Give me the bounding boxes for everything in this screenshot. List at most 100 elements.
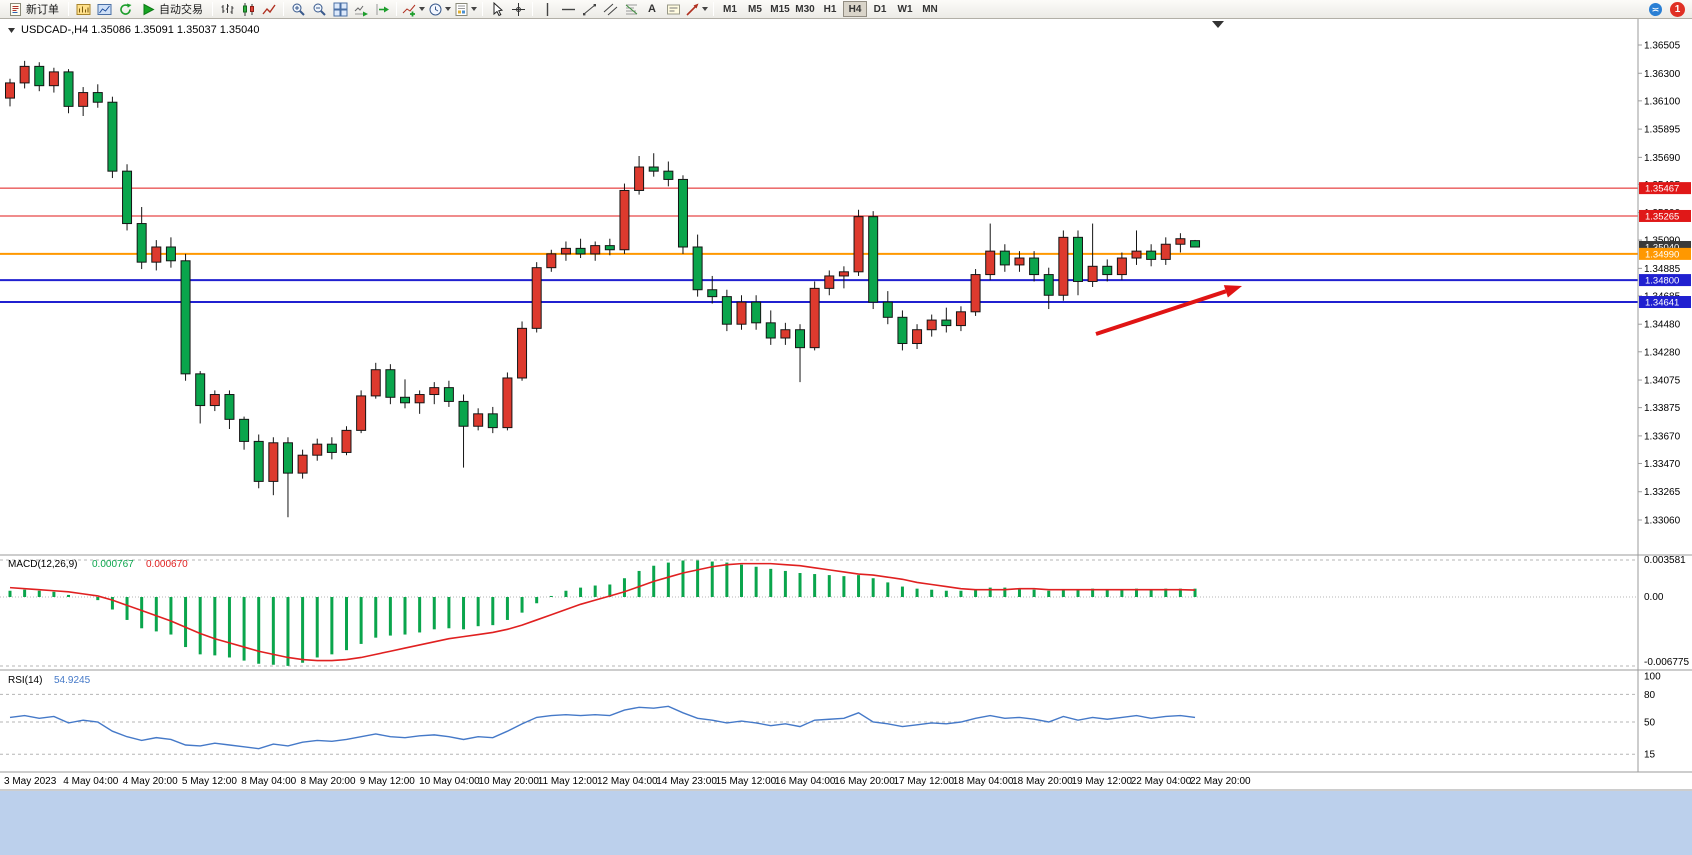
fibonacci-tool-icon[interactable]	[621, 1, 641, 18]
svg-text:1.33470: 1.33470	[1644, 459, 1681, 470]
text-tool-glyph: A	[648, 3, 656, 15]
svg-text:1.34885: 1.34885	[1644, 264, 1681, 275]
arrows-tool-icon[interactable]	[684, 1, 709, 18]
bottom-empty-area	[0, 791, 1692, 855]
horizontal-line-tool-icon[interactable]	[558, 1, 578, 18]
svg-text:1.33060: 1.33060	[1644, 515, 1681, 526]
svg-text:1.33265: 1.33265	[1644, 487, 1681, 498]
svg-text:4 May 20:00: 4 May 20:00	[123, 776, 178, 787]
svg-text:1.34641: 1.34641	[1645, 298, 1679, 309]
candlestick-series	[5, 60, 1201, 518]
svg-text:RSI(14): RSI(14)	[8, 675, 42, 686]
dropdown-caret-icon	[471, 7, 477, 11]
svg-text:22 May 20:00: 22 May 20:00	[1190, 776, 1251, 787]
svg-text:14 May 23:00: 14 May 23:00	[656, 776, 717, 787]
trend-arrow-annotation	[1095, 285, 1242, 336]
community-icon[interactable]	[1645, 1, 1665, 18]
svg-text:54.9245: 54.9245	[54, 675, 91, 686]
toolbar-separator	[532, 2, 533, 16]
timeframe-button-m30[interactable]: M30	[793, 1, 817, 17]
svg-text:10 May 04:00: 10 May 04:00	[419, 776, 480, 787]
text-tool-icon[interactable]: A	[642, 1, 662, 18]
timeframe-button-h1[interactable]: H1	[818, 1, 842, 17]
open-chart-icon[interactable]	[73, 1, 93, 18]
auto-scroll-icon[interactable]	[351, 1, 371, 18]
svg-text:1.34480: 1.34480	[1644, 320, 1681, 331]
autotrading-label: 自动交易	[159, 4, 203, 16]
timeframe-button-w1[interactable]: W1	[893, 1, 917, 17]
cursor-icon[interactable]	[487, 1, 507, 18]
notifications-badge[interactable]: 1	[1670, 1, 1685, 17]
svg-text:16 May 20:00: 16 May 20:00	[834, 776, 895, 787]
periods-icon[interactable]	[427, 1, 452, 18]
timeframe-button-m5[interactable]: M5	[743, 1, 767, 17]
chart-shift-icon[interactable]	[372, 1, 392, 18]
timeframe-button-h4[interactable]: H4	[843, 1, 867, 17]
macd-indicator	[0, 559, 1638, 667]
svg-text:1.34990: 1.34990	[1645, 249, 1679, 260]
toolbar-separator	[212, 2, 213, 16]
trendline-tool-icon[interactable]	[579, 1, 599, 18]
svg-text:1.35895: 1.35895	[1644, 125, 1681, 136]
svg-text:1.36505: 1.36505	[1644, 41, 1681, 52]
timeframe-button-m15[interactable]: M15	[768, 1, 792, 17]
dropdown-caret-icon	[419, 7, 425, 11]
templates-icon[interactable]	[453, 1, 478, 18]
zoom-out-icon[interactable]	[309, 1, 329, 18]
vertical-line-tool-icon[interactable]	[537, 1, 557, 18]
autotrading-button[interactable]: 自动交易	[136, 1, 208, 18]
chart-shift-marker	[1212, 21, 1224, 28]
svg-text:15: 15	[1644, 750, 1656, 761]
toolbar-separator	[283, 2, 284, 16]
toolbar-separator	[396, 2, 397, 16]
svg-text:1.33875: 1.33875	[1644, 403, 1681, 414]
svg-text:5 May 12:00: 5 May 12:00	[182, 776, 237, 787]
zoom-in-icon[interactable]	[288, 1, 308, 18]
channel-tool-icon[interactable]	[600, 1, 620, 18]
timeframe-button-mn[interactable]: MN	[918, 1, 942, 17]
svg-text:1.35690: 1.35690	[1644, 153, 1681, 164]
line-chart-icon[interactable]	[259, 1, 279, 18]
timeframe-group: M1 M5 M15 M30 H1 H4 D1 W1 MN	[718, 1, 942, 17]
svg-text:0.000670: 0.000670	[146, 559, 188, 570]
text-label-tool-icon[interactable]	[663, 1, 683, 18]
indicators-icon[interactable]	[401, 1, 426, 18]
refresh-icon[interactable]	[115, 1, 135, 18]
svg-text:0.00: 0.00	[1644, 592, 1664, 603]
new-order-button[interactable]: 新订单	[3, 1, 64, 18]
candlestick-chart-icon[interactable]	[238, 1, 258, 18]
svg-text:18 May 20:00: 18 May 20:00	[1012, 776, 1073, 787]
svg-text:-0.006775: -0.006775	[1644, 657, 1689, 668]
svg-text:1.35265: 1.35265	[1645, 211, 1679, 222]
tile-windows-icon[interactable]	[330, 1, 350, 18]
svg-text:1.35467: 1.35467	[1645, 184, 1679, 195]
svg-text:1.33670: 1.33670	[1644, 431, 1681, 442]
svg-text:USDCAD-,H4 1.35086 1.35091 1.3: USDCAD-,H4 1.35086 1.35091 1.35037 1.350…	[21, 24, 260, 36]
svg-text:11 May 12:00: 11 May 12:00	[538, 776, 598, 787]
dropdown-caret-icon	[445, 7, 451, 11]
svg-text:80: 80	[1644, 690, 1656, 701]
price-badges: 1.350401.354671.352651.349901.348001.346…	[1639, 182, 1691, 309]
svg-text:22 May 04:00: 22 May 04:00	[1131, 776, 1192, 787]
svg-text:3 May 2023: 3 May 2023	[4, 776, 57, 787]
symbol-collapse-icon	[8, 28, 15, 33]
svg-text:17 May 12:00: 17 May 12:00	[894, 776, 955, 787]
svg-text:1.36300: 1.36300	[1644, 69, 1681, 80]
bar-chart-icon[interactable]	[217, 1, 237, 18]
svg-text:MACD(12,26,9): MACD(12,26,9)	[8, 559, 77, 570]
svg-text:1.34280: 1.34280	[1644, 347, 1681, 358]
svg-text:8 May 20:00: 8 May 20:00	[301, 776, 356, 787]
svg-text:15 May 12:00: 15 May 12:00	[716, 776, 777, 787]
svg-text:1.34800: 1.34800	[1645, 276, 1679, 287]
svg-text:1.34075: 1.34075	[1644, 376, 1681, 387]
timeframe-button-m1[interactable]: M1	[718, 1, 742, 17]
timeframe-button-d1[interactable]: D1	[868, 1, 892, 17]
svg-text:16 May 04:00: 16 May 04:00	[775, 776, 836, 787]
svg-text:100: 100	[1644, 672, 1661, 683]
svg-text:8 May 04:00: 8 May 04:00	[241, 776, 296, 787]
chart-canvas[interactable]: USDCAD-,H4 1.35086 1.35091 1.35037 1.350…	[0, 0, 1692, 791]
crosshair-icon[interactable]	[508, 1, 528, 18]
toolbar-separator	[68, 2, 69, 16]
profiles-icon[interactable]	[94, 1, 114, 18]
